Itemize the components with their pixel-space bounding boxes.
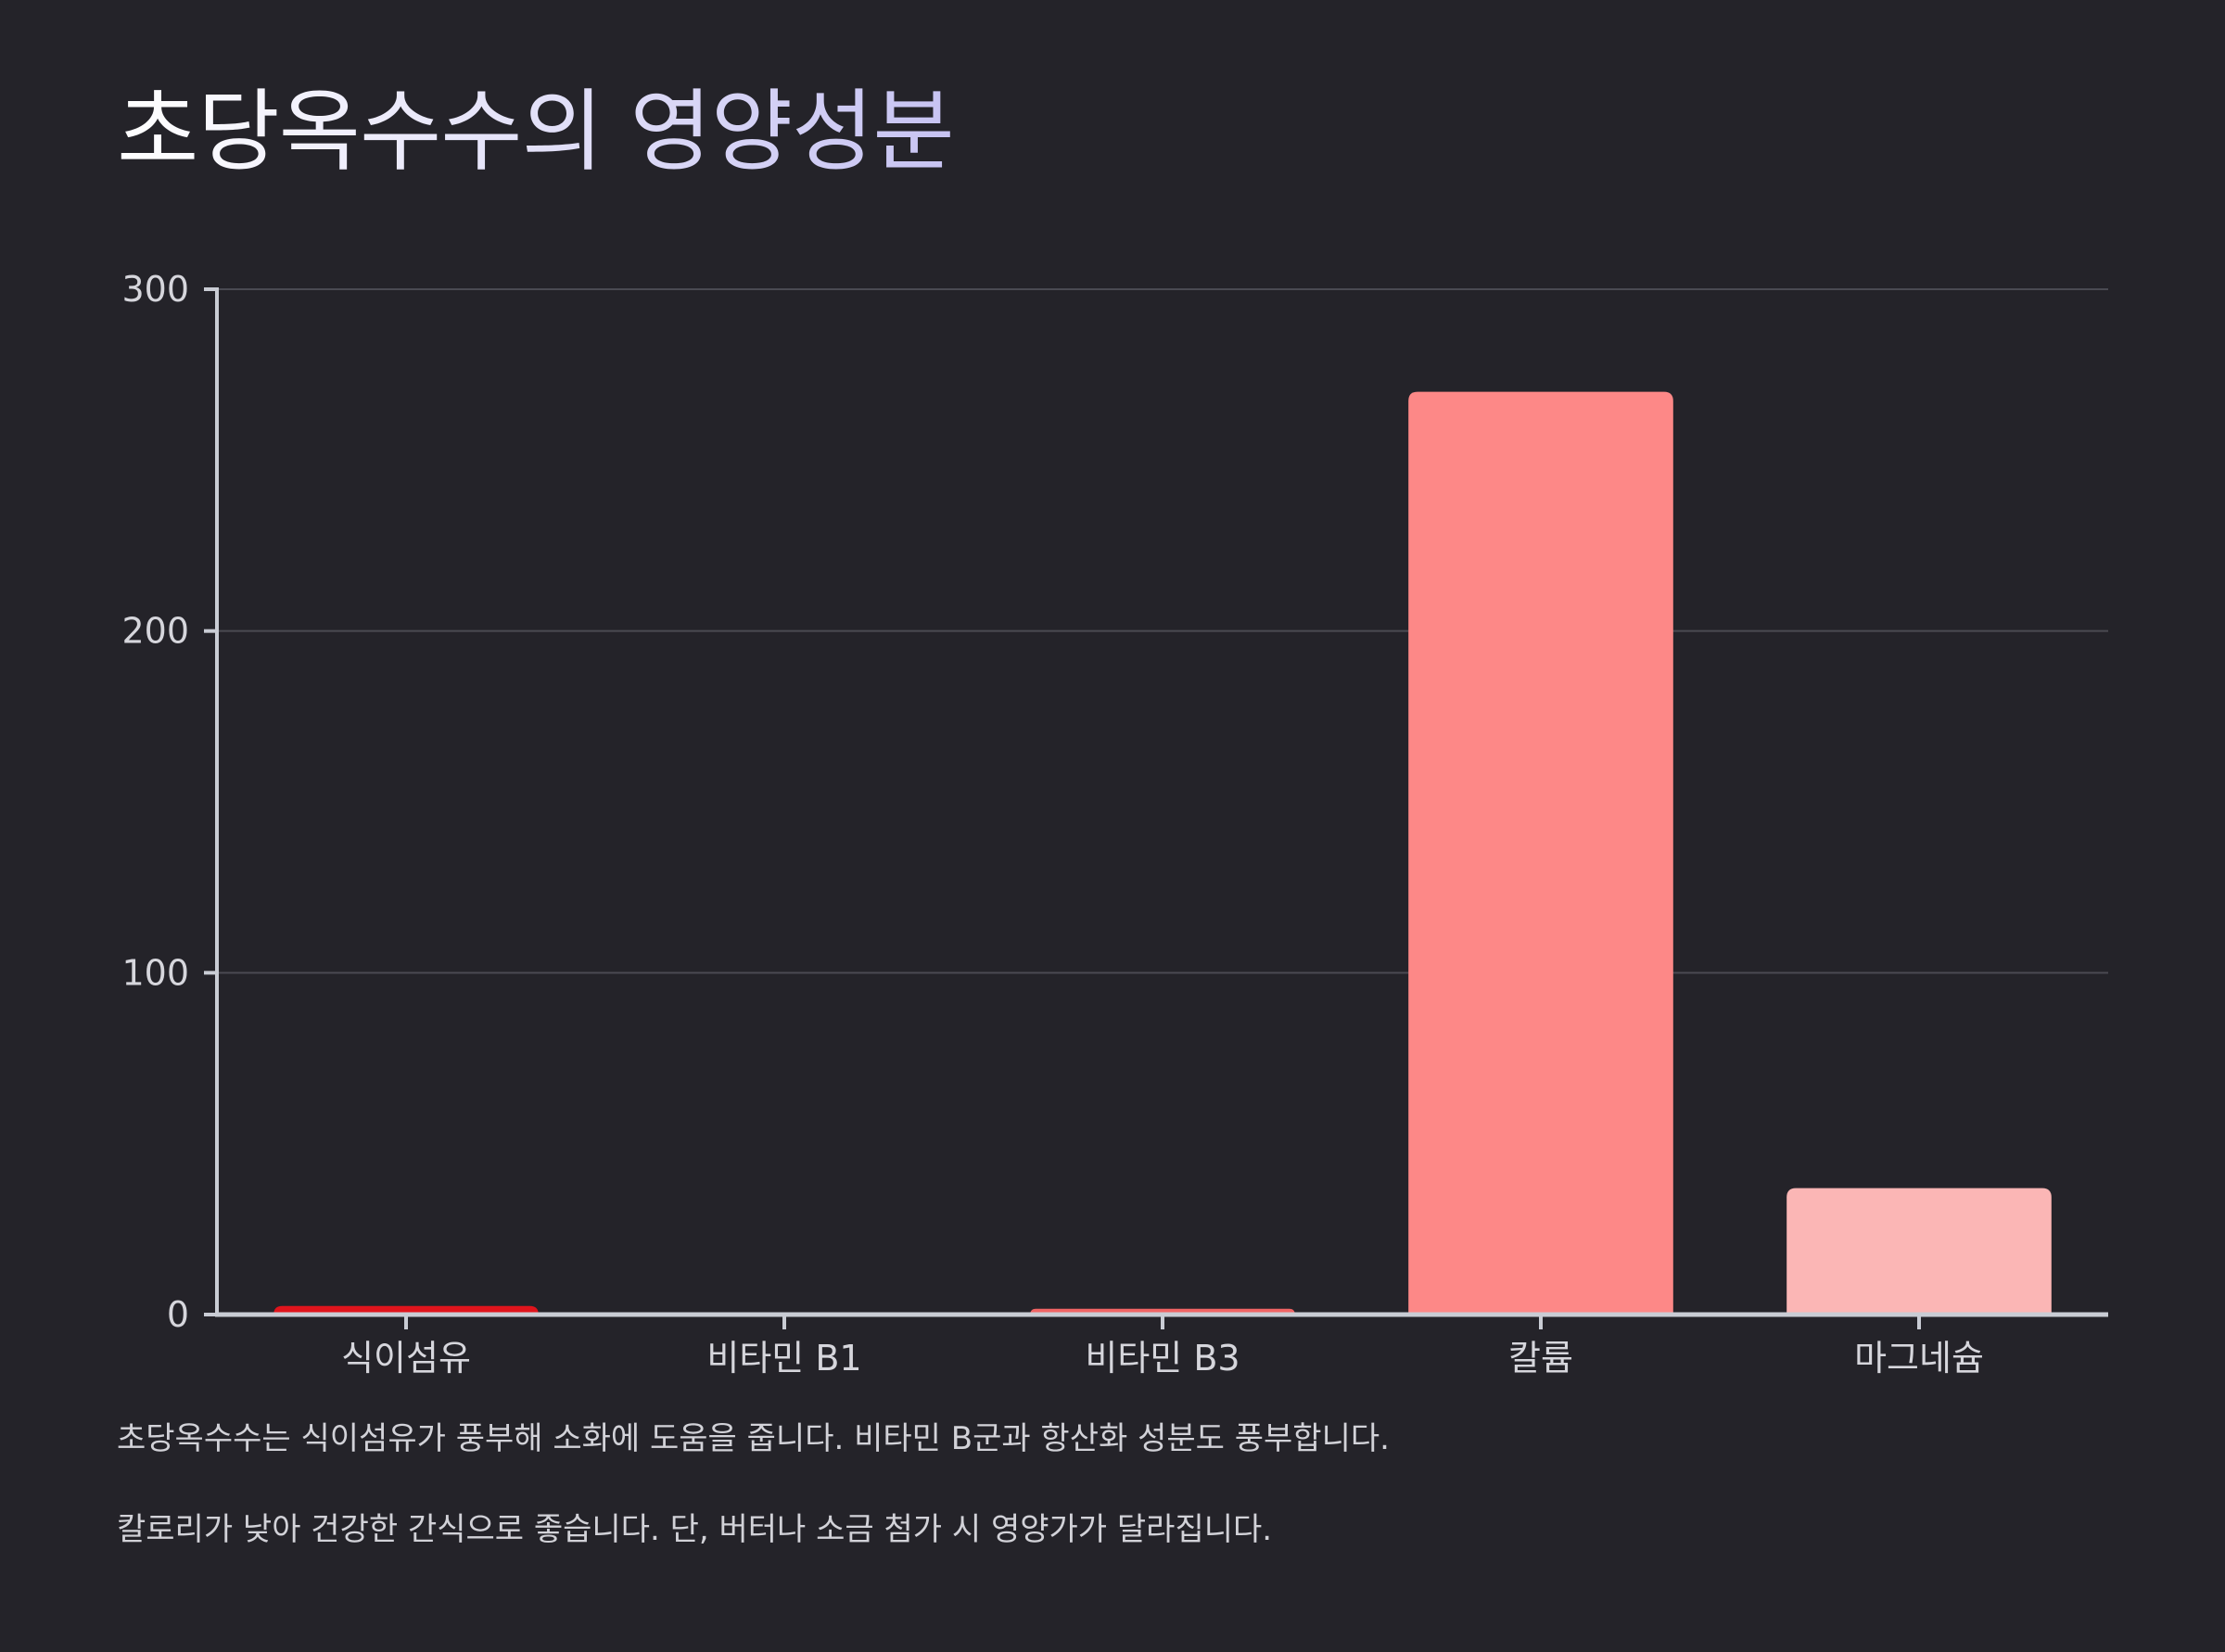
axis-labels: 0 100 200 300 식이섬유 비타민 B1 비타민 B3 칼륨 마그네슘 (121, 269, 1983, 1379)
bars (273, 391, 2052, 1315)
y-tick-label: 100 (121, 952, 189, 993)
x-tick-label: 마그네슘 (1854, 1338, 1984, 1379)
caption-note-2: 칼로리가 낮아 건강한 간식으로 좋습니다. 단, 버터나 소금 첨가 시 영양… (117, 1511, 1273, 1548)
x-tick-label: 식이섬유 (341, 1338, 471, 1379)
y-tick-label: 300 (121, 269, 189, 310)
x-tick-label: 칼륨 (1508, 1338, 1573, 1379)
x-tick-label: 비타민 B1 (706, 1338, 861, 1379)
x-tick-label: 비타민 B3 (1085, 1338, 1240, 1379)
caption-note-1: 초당옥수수는 식이섬유가 풍부해 소화에 도움을 줍니다. 비타민 B군과 항산… (117, 1420, 1390, 1457)
bar-4 (1786, 1188, 2052, 1315)
y-tick-label: 200 (121, 611, 189, 652)
y-tick-label: 0 (167, 1294, 189, 1335)
page-title: 초당옥수수의 영양성분 (117, 80, 955, 184)
axes (204, 287, 2108, 1329)
bar-3 (1408, 391, 1673, 1315)
grid-lines (217, 288, 2108, 974)
